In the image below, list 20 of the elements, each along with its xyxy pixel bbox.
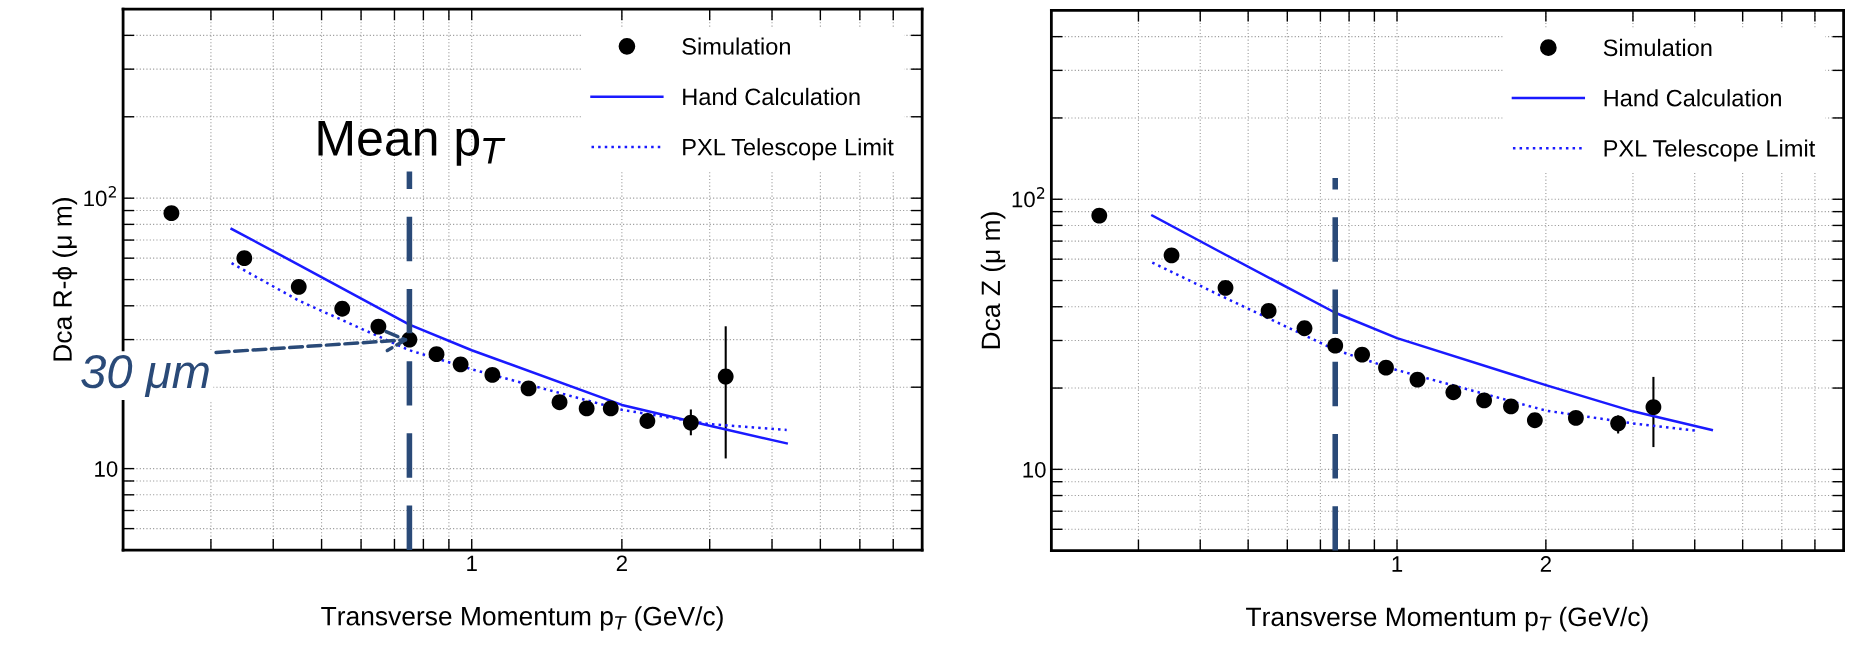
- x-tick-label: 1: [1392, 556, 1403, 572]
- x-axis-title: Transverse Momentum p$_{T}$ (GeV/c): [1246, 606, 1648, 632]
- y-tick-label: 10: [95, 461, 118, 477]
- y-axis-title: Dca R-ϕ (μ m): [52, 198, 78, 361]
- x-tick-label: 2: [616, 555, 627, 571]
- y-axis-title: Dca Z (μ m): [980, 212, 1006, 349]
- y-tick-label: 10$^{2}$: [1012, 187, 1045, 208]
- legend-label: Simulation: [682, 37, 790, 55]
- legend-label: Hand Calculation: [683, 87, 860, 106]
- legend-label: PXL Telescope Limit: [683, 138, 894, 161]
- x-tick-label: 2: [1540, 556, 1551, 572]
- annotation: 30 μm: [81, 354, 209, 397]
- x-axis-title: Transverse Momentum p$_{T}$ (GeV/c): [321, 606, 723, 631]
- legend-label: Hand Calculation: [1604, 89, 1781, 107]
- ref-line-label: Mean p$_{T}$: [318, 121, 506, 166]
- y-tick-label: 10$^{2}$: [84, 186, 116, 207]
- x-tick-label: 1: [467, 555, 477, 571]
- y-tick-label: 10: [1023, 461, 1046, 478]
- legend-label: PXL Telescope Limit: [1604, 139, 1816, 162]
- legend-label: Simulation: [1603, 38, 1712, 57]
